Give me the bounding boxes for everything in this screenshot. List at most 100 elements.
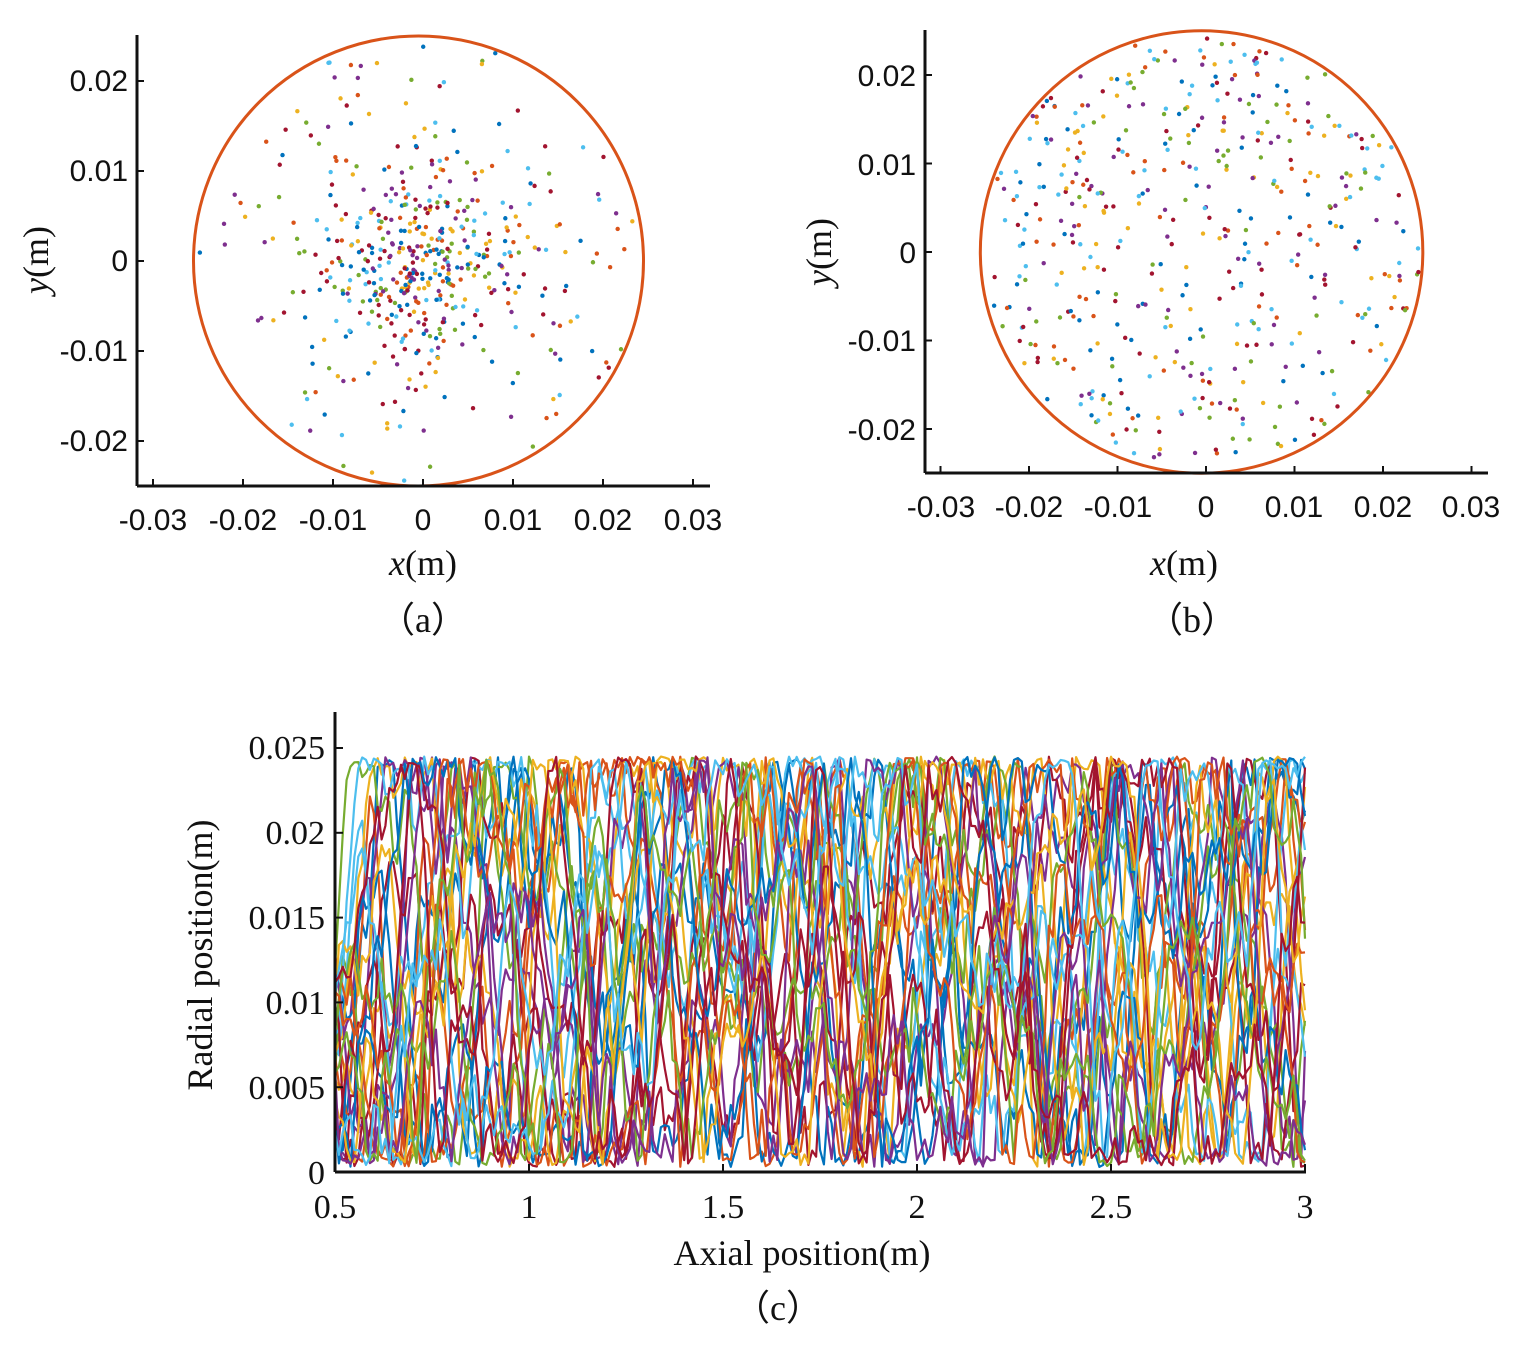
scatter-point bbox=[1117, 377, 1123, 383]
scatter-point bbox=[398, 240, 404, 246]
scatter-point bbox=[1382, 272, 1387, 277]
scatter-point bbox=[525, 166, 531, 171]
scatter-point bbox=[557, 323, 563, 328]
scatter-point bbox=[1078, 242, 1083, 247]
scatter-point bbox=[1355, 312, 1361, 318]
scatter-point bbox=[1248, 216, 1254, 221]
scatter-point bbox=[1344, 196, 1349, 202]
scatter-point bbox=[1359, 136, 1364, 142]
scatter-point bbox=[319, 270, 324, 276]
scatter-point bbox=[1159, 287, 1164, 292]
scatter-point bbox=[440, 279, 446, 284]
scatter-point bbox=[316, 141, 322, 146]
scatter-point bbox=[1120, 149, 1125, 154]
scatter-point bbox=[1188, 373, 1193, 379]
scatter-point bbox=[1246, 250, 1251, 255]
scatter-point bbox=[382, 248, 387, 254]
scatter-point bbox=[1234, 341, 1240, 347]
scatter-point bbox=[1137, 351, 1142, 356]
scatter-point bbox=[339, 432, 345, 438]
scatter-point bbox=[1051, 242, 1056, 247]
scatter-point bbox=[450, 229, 455, 234]
scatter-point bbox=[1077, 294, 1082, 300]
scatter-point bbox=[409, 275, 414, 280]
scatter-point bbox=[427, 198, 432, 203]
scatter-point bbox=[1184, 264, 1189, 270]
scatter-point bbox=[369, 309, 375, 314]
scatter-point bbox=[1297, 232, 1303, 237]
scatter-point bbox=[420, 257, 426, 263]
scatter-point bbox=[1233, 450, 1238, 455]
scatter-point bbox=[1331, 391, 1337, 397]
scatter-point bbox=[1256, 93, 1262, 99]
scatter-point bbox=[1147, 374, 1152, 379]
scatter-point bbox=[1213, 447, 1219, 452]
scatter-point bbox=[400, 179, 406, 185]
scatter-point bbox=[548, 347, 553, 353]
scatter-point bbox=[355, 75, 361, 81]
scatter-point bbox=[1188, 307, 1193, 312]
scatter-point bbox=[398, 307, 404, 313]
scatter-point bbox=[590, 260, 596, 265]
scatter-point bbox=[1374, 323, 1380, 329]
scatter-point bbox=[465, 244, 470, 250]
scatter-point bbox=[553, 351, 558, 356]
scatter-point bbox=[509, 309, 514, 315]
scatter-point bbox=[413, 387, 419, 393]
scatter-point bbox=[1045, 396, 1050, 402]
scatter-point bbox=[1255, 138, 1260, 143]
scatter-point bbox=[580, 145, 586, 150]
scatter-point bbox=[355, 239, 361, 244]
scatter-point bbox=[992, 274, 997, 280]
scatter-point bbox=[437, 193, 443, 199]
scatter-point bbox=[1230, 436, 1236, 441]
scatter-point bbox=[409, 165, 414, 170]
scatter-point bbox=[478, 322, 484, 328]
scatter-point bbox=[1178, 409, 1183, 414]
scatter-point bbox=[382, 167, 387, 172]
scatter-point bbox=[310, 361, 315, 366]
scatter-point bbox=[408, 328, 414, 333]
scatter-point bbox=[513, 325, 518, 330]
scatter-point bbox=[1076, 222, 1082, 228]
scatter-point bbox=[1101, 210, 1107, 215]
scatter-point bbox=[1082, 203, 1088, 209]
scatter-point bbox=[1415, 246, 1421, 251]
scatter-point bbox=[1187, 91, 1192, 97]
scatter-point bbox=[536, 247, 541, 252]
trajectory-line bbox=[335, 755, 1306, 1168]
scatter-point bbox=[420, 271, 425, 276]
panel-a-y-ticks bbox=[137, 80, 144, 442]
scatter-point bbox=[407, 312, 412, 318]
scatter-point bbox=[392, 333, 397, 338]
scatter-point bbox=[615, 226, 620, 232]
scatter-point bbox=[461, 304, 466, 309]
a-xtick-label: -0.02 bbox=[209, 504, 277, 537]
scatter-point bbox=[403, 195, 409, 200]
scatter-point bbox=[1255, 72, 1260, 78]
scatter-point bbox=[1209, 401, 1215, 406]
scatter-point bbox=[416, 224, 422, 230]
scatter-point bbox=[516, 284, 522, 290]
scatter-point bbox=[386, 260, 391, 265]
scatter-point bbox=[1048, 137, 1054, 142]
scatter-point bbox=[1078, 74, 1083, 79]
scatter-point bbox=[1353, 245, 1358, 250]
scatter-point bbox=[413, 207, 419, 212]
scatter-point bbox=[438, 293, 443, 298]
trajectory-line bbox=[335, 755, 1307, 1168]
scatter-point bbox=[397, 215, 403, 221]
scatter-point bbox=[1259, 131, 1264, 136]
scatter-point bbox=[339, 238, 345, 243]
scatter-point bbox=[1071, 314, 1076, 319]
scatter-point bbox=[1125, 225, 1131, 231]
scatter-point bbox=[1319, 418, 1324, 423]
scatter-point bbox=[1045, 141, 1050, 146]
scatter-point bbox=[421, 322, 427, 327]
scatter-point bbox=[420, 231, 425, 236]
scatter-point bbox=[1191, 128, 1196, 133]
scatter-point bbox=[417, 203, 423, 209]
scatter-point bbox=[440, 265, 446, 270]
scatter-point bbox=[384, 421, 390, 426]
scatter-point bbox=[1172, 58, 1177, 63]
